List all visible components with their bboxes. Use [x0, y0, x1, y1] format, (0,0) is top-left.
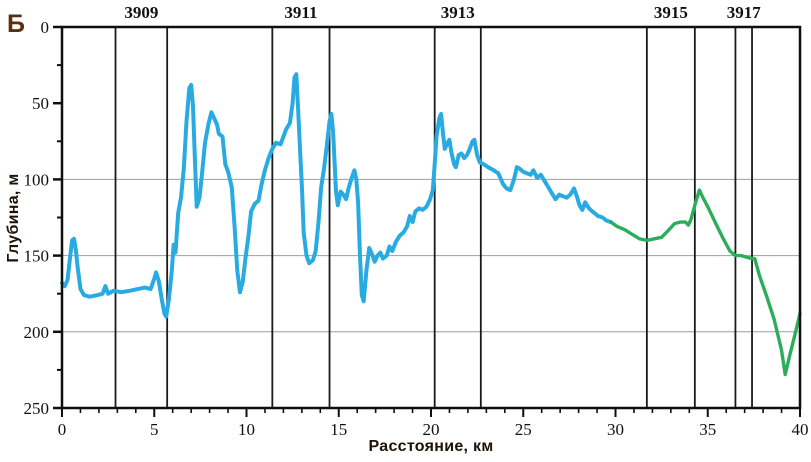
y-tick-label: 200	[24, 323, 50, 342]
x-axis-title: Расстояние, км	[368, 438, 494, 455]
x-tick-label: 30	[607, 420, 624, 439]
x-tick-label: 5	[150, 420, 159, 439]
y-tick-label: 100	[24, 170, 50, 189]
depth-profile-blue	[60, 72, 613, 319]
x-tick-label: 20	[423, 420, 440, 439]
station-label: 3909	[124, 3, 158, 22]
station-label: 3917	[727, 3, 762, 22]
x-tick-label: 15	[330, 420, 347, 439]
figure-label: Б	[7, 10, 25, 38]
station-label: 3911	[284, 3, 317, 22]
x-tick-label: 0	[58, 420, 67, 439]
depth-profile-green	[609, 188, 802, 377]
x-tick-label: 40	[792, 420, 809, 439]
x-tick-label: 10	[238, 420, 255, 439]
y-tick-label: 150	[24, 247, 50, 266]
y-tick-label: 250	[24, 399, 50, 418]
y-tick-label: 0	[41, 18, 50, 37]
station-label: 3915	[654, 3, 688, 22]
x-tick-label: 25	[515, 420, 532, 439]
x-tick-label: 35	[699, 420, 716, 439]
y-tick-label: 50	[32, 94, 49, 113]
plot-frame	[60, 25, 802, 410]
station-label: 3913	[441, 3, 475, 22]
